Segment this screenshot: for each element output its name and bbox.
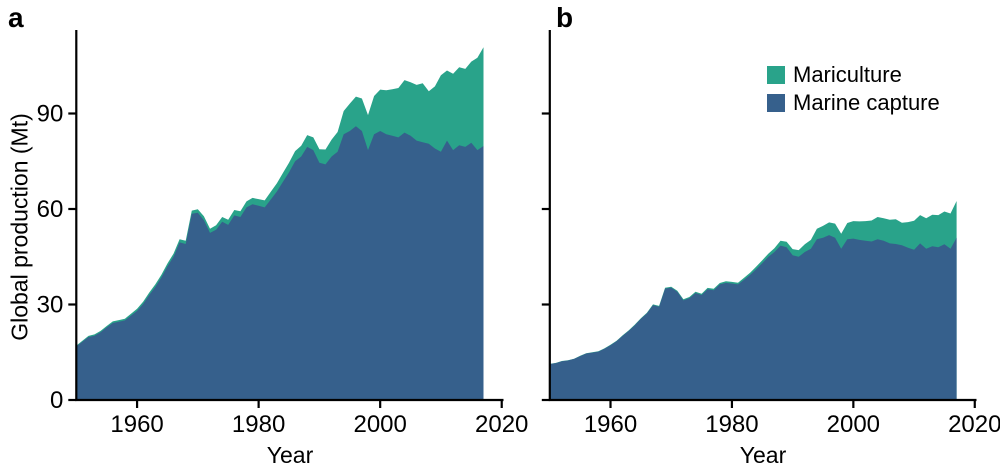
y-axis-title: Global production (Mt): [6, 113, 33, 341]
marine-capture-swatch-icon: [767, 94, 785, 112]
y-tick-label: 0: [50, 387, 63, 414]
y-tick-label: 30: [37, 292, 64, 319]
x-tick-label: 1960: [584, 411, 637, 438]
legend: Mariculture Marine capture: [767, 62, 940, 122]
x-tick-label: 2000: [827, 411, 880, 438]
y-tick-label: 90: [37, 101, 64, 128]
legend-item-mariculture: Mariculture: [767, 62, 940, 87]
panel-a-label: a: [8, 2, 24, 33]
x-tick-label: 2000: [353, 411, 406, 438]
marine-capture-area: [549, 235, 957, 400]
legend-label-marine-capture: Marine capture: [793, 90, 940, 115]
mariculture-swatch-icon: [767, 66, 785, 84]
legend-item-marine-capture: Marine capture: [767, 90, 940, 115]
x-axis-title-b: Year: [739, 442, 787, 468]
x-tick-label: 1980: [705, 411, 758, 438]
panel-b-label: b: [556, 2, 574, 33]
x-tick-label: 2020: [948, 411, 1000, 438]
y-tick-label: 60: [37, 196, 64, 223]
x-axis-title-a: Year: [266, 442, 314, 468]
panel-a-plot: 0 30 60 90 1960 1980 2000 2020: [37, 30, 528, 438]
x-tick-label: 1980: [232, 411, 285, 438]
x-tick-label: 1960: [110, 411, 163, 438]
panel-b-plot: 1960 1980 2000 2020: [541, 30, 1000, 438]
x-tick-label: 2020: [475, 411, 528, 438]
marine-capture-area: [76, 126, 484, 400]
legend-label-mariculture: Mariculture: [793, 62, 902, 87]
